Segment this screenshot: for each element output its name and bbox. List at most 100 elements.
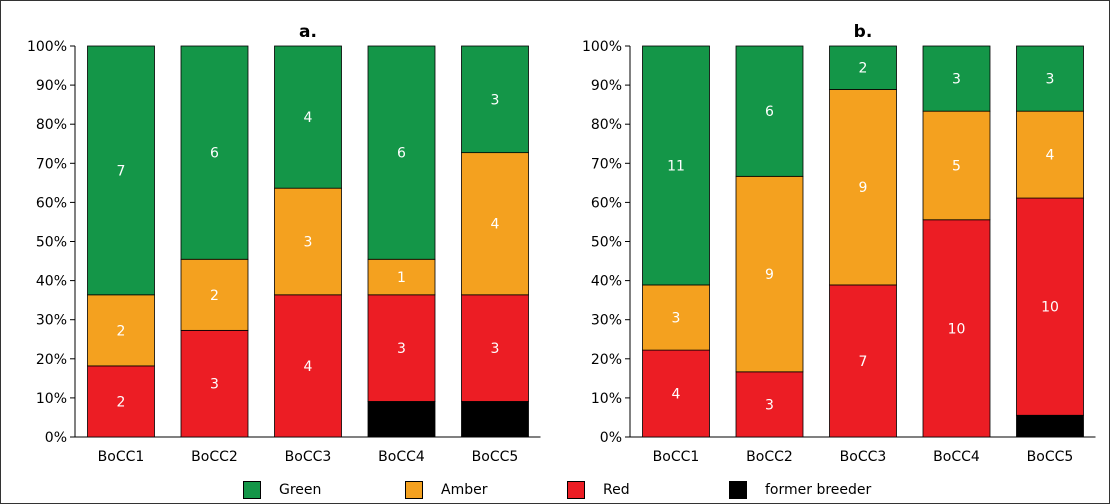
chart-b-xtick-label: BoCC5 — [1027, 449, 1074, 465]
chart-b-bar-green-bocc1 — [642, 45, 710, 286]
chart-a-bar-green-bocc4 — [367, 45, 436, 260]
chart-b-ytick-label: 100% — [582, 39, 622, 55]
chart-b-data-label: 3 — [672, 311, 681, 327]
chart-a-ytick-label: 30% — [36, 313, 67, 329]
chart-a-xtick-label: BoCC3 — [285, 449, 332, 465]
chart-a-bar-red-bocc3 — [274, 294, 342, 438]
chart-b-bar-red-bocc5 — [1016, 197, 1084, 416]
chart-b-ytick-label: 0% — [600, 430, 622, 446]
chart-a-ytick-label: 10% — [36, 391, 67, 407]
chart-b-data-label: 7 — [859, 354, 868, 370]
chart-b-ytick-label: 80% — [591, 117, 622, 133]
chart-b-data-label: 11 — [667, 158, 685, 174]
chart-a-data-label: 2 — [210, 288, 219, 304]
legend-swatch-former-breeder — [729, 481, 747, 499]
chart-b-title: b. — [854, 22, 873, 42]
chart-a-bar-red-bocc2 — [180, 329, 249, 438]
chart-b-bar-red-bocc2 — [735, 371, 804, 438]
chart-a-data-label: 3 — [304, 235, 313, 251]
chart-a-ytick-label: 90% — [36, 78, 67, 94]
chart-a: a. 0% 10% 20% 30% 40% 50% 60% 70% 80% 90% 100% 2 2 7 Bo… — [27, 22, 541, 465]
chart-a-bar-green-bocc1 — [87, 45, 155, 296]
chart-a-bar-amber-bocc2 — [180, 258, 249, 331]
chart-a-ytick-label: 60% — [36, 195, 67, 211]
chart-a-xtick-label: BoCC1 — [98, 449, 145, 465]
chart-b-data-label: 5 — [952, 158, 961, 174]
chart-b-bar-green-bocc3 — [829, 45, 897, 90]
chart-a-data-label: 4 — [304, 359, 313, 375]
chart-b-ytick-label: 10% — [591, 391, 622, 407]
legend-label-red: Red — [603, 482, 630, 498]
chart-b-bar-former-breeder-bocc5 — [1016, 414, 1084, 438]
chart-a-bar-former-breeder-bocc5 — [461, 401, 529, 438]
chart-a-bar-amber-bocc1 — [87, 294, 155, 367]
legend-label-green: Green — [279, 482, 322, 498]
chart-a-ytick-label: 50% — [36, 235, 67, 251]
chart-b-xtick-label: BoCC1 — [653, 449, 700, 465]
chart-a-data-label: 3 — [397, 341, 406, 357]
chart-b-ytick-label: 30% — [591, 313, 622, 329]
chart-a-ytick-label: 70% — [36, 156, 67, 172]
chart-a-ytick-label: 40% — [36, 274, 67, 290]
chart-b-bar-green-bocc2 — [735, 45, 804, 177]
chart-a-bar-green-bocc5 — [461, 45, 529, 154]
chart-a-data-label: 3 — [210, 377, 219, 393]
chart-b-bar-green-bocc5 — [1016, 45, 1084, 112]
chart-b-xtick-label: BoCC2 — [746, 449, 793, 465]
legend: Green Amber Red former breeder — [1, 477, 1110, 503]
chart-b-data-label: 4 — [1046, 148, 1055, 164]
chart-b-ytick-label: 50% — [591, 235, 622, 251]
chart-b-data-label: 6 — [765, 104, 774, 120]
chart-a-ytick-label: 0% — [45, 430, 67, 446]
chart-a-data-label: 6 — [397, 146, 406, 162]
chart-b-bar-amber-bocc5 — [1016, 110, 1084, 199]
chart-a-data-label: 1 — [397, 270, 406, 286]
legend-swatch-green — [243, 481, 261, 499]
legend-item-green: Green — [243, 479, 321, 501]
chart-a-ytick-label: 80% — [36, 117, 67, 133]
chart-a-bar-amber-bocc5 — [461, 152, 529, 296]
chart-b: b. 0% 10% 20% 30% 40% 50% 60% 70% 80% 90% 100% 4 3 11 B… — [582, 22, 1096, 465]
chart-b-data-label: 4 — [672, 387, 681, 403]
chart-b-ytick-label: 60% — [591, 195, 622, 211]
chart-a-ytick-label: 20% — [36, 352, 67, 368]
legend-item-former-breeder: former breeder — [729, 479, 871, 501]
chart-a-bar-green-bocc3 — [274, 45, 342, 189]
legend-item-amber: Amber — [405, 479, 487, 501]
chart-b-data-label: 3 — [1046, 72, 1055, 88]
chart-a-bar-red-bocc1 — [87, 365, 155, 438]
chart-a-ytick-label: 100% — [27, 39, 67, 55]
chart-a-xtick-label: BoCC5 — [472, 449, 519, 465]
chart-b-xtick-label: BoCC4 — [933, 449, 980, 465]
chart-a-data-label: 6 — [210, 146, 219, 162]
legend-swatch-amber — [405, 481, 423, 499]
chart-b-bar-amber-bocc4 — [922, 110, 991, 221]
chart-a-bar-amber-bocc3 — [274, 187, 342, 296]
legend-swatch-red — [567, 481, 585, 499]
legend-label-former-breeder: former breeder — [765, 482, 872, 498]
chart-b-bar-amber-bocc1 — [642, 284, 710, 351]
chart-a-data-label: 4 — [304, 110, 313, 126]
chart-a-bar-former-breeder-bocc4 — [367, 401, 436, 438]
chart-b-bar-red-bocc3 — [829, 284, 897, 438]
chart-b-ytick-label: 20% — [591, 352, 622, 368]
chart-b-ytick-label: 40% — [591, 274, 622, 290]
chart-b-data-label: 9 — [859, 180, 868, 196]
chart-a-xtick-label: BoCC4 — [378, 449, 425, 465]
chart-a-xtick-label: BoCC2 — [191, 449, 238, 465]
chart-a-bar-red-bocc4 — [367, 294, 436, 402]
chart-b-bar-amber-bocc3 — [829, 89, 897, 286]
chart-b-xtick-label: BoCC3 — [840, 449, 887, 465]
legend-item-red: Red — [567, 479, 630, 501]
chart-b-ytick-label: 70% — [591, 156, 622, 172]
chart-a-data-label: 7 — [117, 163, 126, 179]
chart-b-data-label: 2 — [859, 61, 868, 77]
chart-a-bar-red-bocc5 — [461, 294, 529, 402]
legend-label-amber: Amber — [441, 482, 488, 498]
chart-a-data-label: 2 — [117, 323, 126, 339]
chart-a-bar-green-bocc2 — [180, 45, 249, 260]
chart-b-data-label: 3 — [952, 72, 961, 88]
chart-b-data-label: 9 — [765, 267, 774, 283]
chart-a-data-label: 2 — [117, 394, 126, 410]
